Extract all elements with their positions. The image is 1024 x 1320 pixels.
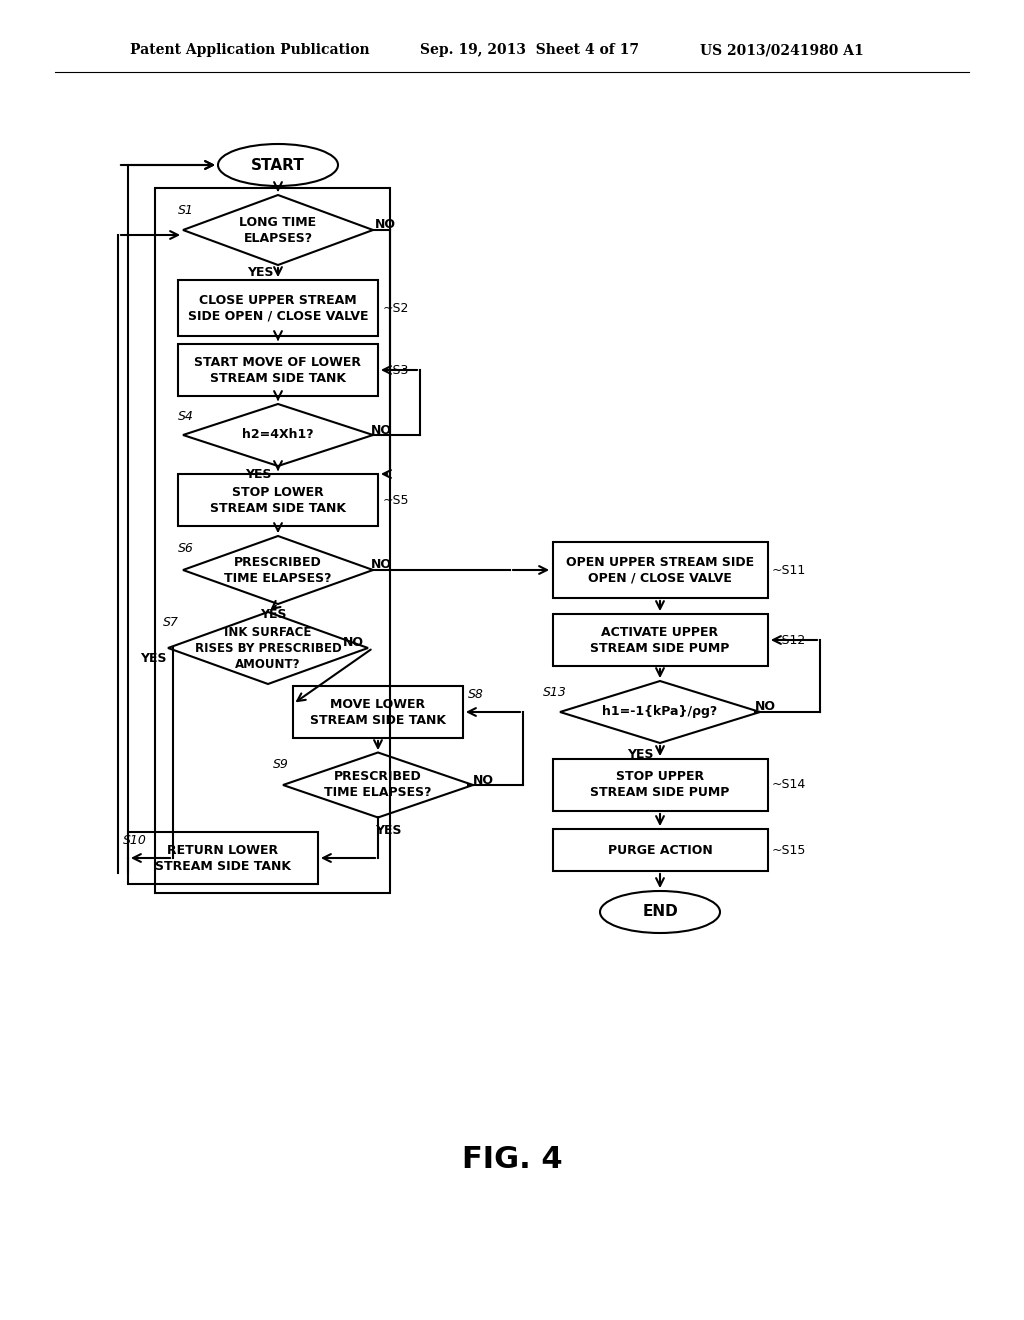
- Text: INK SURFACE
RISES BY PRESCRIBED
AMOUNT?: INK SURFACE RISES BY PRESCRIBED AMOUNT?: [195, 626, 341, 671]
- Text: NO: NO: [371, 424, 391, 437]
- Text: ~S15: ~S15: [772, 843, 806, 857]
- Bar: [155, 187, 390, 894]
- Bar: [553, 829, 768, 871]
- Text: ~S11: ~S11: [772, 564, 806, 577]
- Text: S7: S7: [163, 616, 179, 630]
- Bar: [293, 686, 463, 738]
- Text: END: END: [642, 904, 678, 920]
- Text: STOP LOWER
STREAM SIDE TANK: STOP LOWER STREAM SIDE TANK: [210, 486, 346, 515]
- Text: START MOVE OF LOWER
STREAM SIDE TANK: START MOVE OF LOWER STREAM SIDE TANK: [195, 355, 361, 384]
- Text: PRESCRIBED
TIME ELAPSES?: PRESCRIBED TIME ELAPSES?: [224, 556, 332, 585]
- Text: S6: S6: [178, 541, 194, 554]
- Bar: [178, 280, 378, 337]
- Text: ~S5: ~S5: [383, 494, 410, 507]
- Text: PRESCRIBED
TIME ELAPSES?: PRESCRIBED TIME ELAPSES?: [325, 771, 432, 800]
- Text: ~S2: ~S2: [383, 301, 410, 314]
- Bar: [178, 474, 378, 525]
- Bar: [553, 543, 768, 598]
- Text: NO: NO: [371, 558, 391, 572]
- Text: S4: S4: [178, 411, 194, 424]
- Text: Sep. 19, 2013  Sheet 4 of 17: Sep. 19, 2013 Sheet 4 of 17: [420, 44, 639, 57]
- Text: Patent Application Publication: Patent Application Publication: [130, 44, 370, 57]
- Text: ~S14: ~S14: [772, 779, 806, 792]
- Text: NO: NO: [472, 774, 494, 787]
- Text: CLOSE UPPER STREAM
SIDE OPEN / CLOSE VALVE: CLOSE UPPER STREAM SIDE OPEN / CLOSE VAL…: [187, 293, 369, 322]
- Text: STOP UPPER
STREAM SIDE PUMP: STOP UPPER STREAM SIDE PUMP: [590, 771, 730, 800]
- Text: FIG. 4: FIG. 4: [462, 1146, 562, 1175]
- Text: S1: S1: [178, 203, 194, 216]
- Text: OPEN UPPER STREAM SIDE
OPEN / CLOSE VALVE: OPEN UPPER STREAM SIDE OPEN / CLOSE VALV…: [566, 556, 754, 585]
- Text: S9: S9: [273, 759, 289, 771]
- Bar: [553, 614, 768, 667]
- Text: h2=4Xh1?: h2=4Xh1?: [243, 429, 313, 441]
- Text: YES: YES: [260, 607, 287, 620]
- Text: NO: NO: [375, 219, 395, 231]
- Text: S8: S8: [468, 688, 484, 701]
- Text: h1=-1{kPa}/ρg?: h1=-1{kPa}/ρg?: [602, 705, 718, 718]
- Text: ACTIVATE UPPER
STREAM SIDE PUMP: ACTIVATE UPPER STREAM SIDE PUMP: [590, 626, 730, 655]
- Text: YES: YES: [245, 469, 271, 482]
- Text: ~S3: ~S3: [383, 363, 410, 376]
- Text: PURGE ACTION: PURGE ACTION: [607, 843, 713, 857]
- Bar: [553, 759, 768, 810]
- Text: LONG TIME
ELAPSES?: LONG TIME ELAPSES?: [240, 215, 316, 244]
- Text: S13: S13: [543, 685, 567, 698]
- Text: YES: YES: [139, 652, 166, 664]
- Text: START: START: [251, 157, 305, 173]
- Bar: [128, 832, 318, 884]
- Text: NO: NO: [342, 636, 364, 649]
- Text: YES: YES: [247, 265, 273, 279]
- Text: YES: YES: [627, 747, 653, 760]
- Text: ~S12: ~S12: [772, 634, 806, 647]
- Text: US 2013/0241980 A1: US 2013/0241980 A1: [700, 44, 864, 57]
- Text: S10: S10: [123, 833, 146, 846]
- Text: NO: NO: [755, 701, 775, 714]
- Text: RETURN LOWER
STREAM SIDE TANK: RETURN LOWER STREAM SIDE TANK: [155, 843, 291, 873]
- Bar: [178, 345, 378, 396]
- Text: MOVE LOWER
STREAM SIDE TANK: MOVE LOWER STREAM SIDE TANK: [310, 697, 446, 726]
- Text: YES: YES: [375, 824, 401, 837]
